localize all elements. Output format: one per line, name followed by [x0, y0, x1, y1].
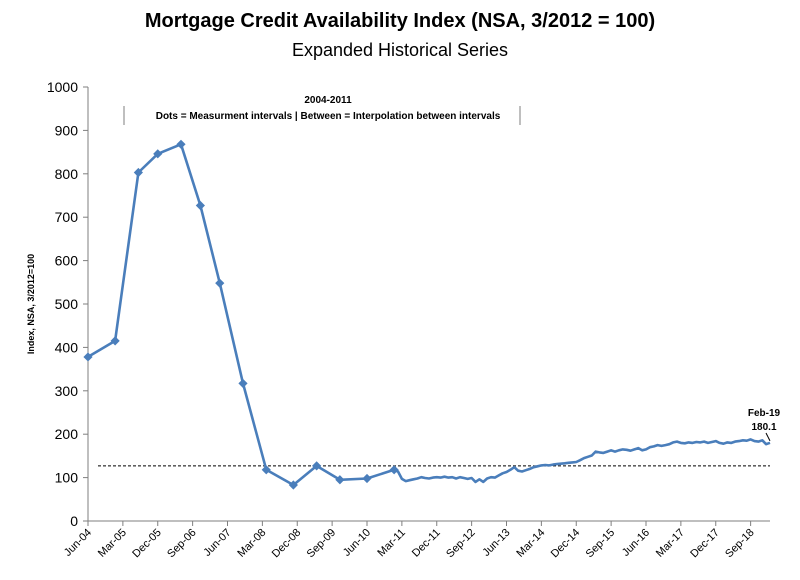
- x-tick-label: Sep-15: [584, 527, 618, 561]
- x-tick-label: Mar-14: [514, 527, 547, 560]
- measurement-point: [195, 200, 205, 211]
- x-tick-label: Mar-17: [654, 527, 687, 560]
- x-tick-label: Dec-11: [410, 527, 443, 560]
- annotation-period: 2004-2011: [304, 95, 352, 106]
- chart-subtitle: Expanded Historical Series: [291, 40, 509, 60]
- measurement-point: [238, 378, 248, 389]
- y-tick-label: 200: [55, 426, 79, 442]
- y-tick-label: 500: [55, 296, 79, 312]
- y-tick-label: 700: [55, 209, 79, 225]
- measurement-point: [176, 139, 186, 149]
- y-tick-label: 600: [55, 253, 79, 269]
- last-value-number: 180.1: [751, 422, 776, 433]
- x-tick-label: Jun-10: [341, 527, 373, 559]
- measurement-point: [389, 465, 399, 475]
- y-axis-ticks: 0 100 200 300 400 500 600 700 800 900 1000: [47, 79, 88, 529]
- measurement-point: [110, 336, 120, 346]
- x-tick-label: Mar-11: [375, 527, 408, 560]
- chart-title: Mortgage Credit Availability Index (NSA,…: [144, 10, 656, 32]
- y-tick-label: 100: [55, 470, 79, 486]
- x-tick-label: Jun-07: [201, 527, 233, 559]
- x-tick-label: Jun-13: [480, 527, 512, 559]
- measurement-point: [153, 149, 163, 159]
- x-tick-label: Mar-05: [96, 527, 129, 560]
- last-value-label: Feb-19 180.1: [748, 408, 781, 442]
- y-tick-label: 400: [55, 339, 79, 355]
- measurement-point: [362, 473, 372, 484]
- x-tick-label: Sep-09: [305, 527, 339, 561]
- x-tick-label: Sep-12: [444, 527, 478, 561]
- last-value-leader: [765, 432, 771, 442]
- x-tick-label: Dec-14: [549, 527, 583, 561]
- x-tick-label: Dec-17: [688, 527, 722, 561]
- measurement-point: [215, 278, 225, 288]
- x-tick-label: Jun-04: [62, 527, 94, 559]
- x-tick-label: Dec-05: [130, 527, 164, 561]
- y-axis-label: Index, NSA, 3/2012=100: [26, 254, 36, 354]
- measurement-point: [83, 352, 93, 362]
- annotation-text: Dots = Measurment intervals | Between = …: [156, 111, 501, 122]
- y-tick-label: 300: [55, 383, 79, 399]
- y-tick-label: 800: [55, 166, 79, 182]
- x-tick-label: Mar-08: [235, 527, 268, 560]
- x-tick-label: Jun-16: [620, 527, 652, 559]
- x-tick-label: Sep-18: [723, 527, 757, 561]
- last-value-date: Feb-19: [748, 408, 781, 419]
- y-tick-label: 0: [70, 513, 78, 529]
- measurement-point: [312, 461, 322, 471]
- x-axis-ticks: Jun-04 Mar-05 Dec-05 Sep-06 Jun-07 Mar-08 Dec-…: [62, 521, 757, 560]
- measurement-point: [335, 475, 345, 485]
- measurement-annotation: 2004-2011 Dots = Measurment intervals | …: [123, 95, 521, 125]
- measurement-point: [288, 480, 298, 490]
- x-tick-label: Sep-06: [165, 527, 199, 561]
- series-path: [87, 143, 771, 487]
- y-tick-label: 1000: [47, 79, 78, 95]
- x-tick-label: Dec-08: [270, 527, 304, 561]
- measurement-markers: [83, 139, 399, 490]
- measurement-point: [133, 167, 143, 178]
- series-line: [87, 143, 771, 487]
- y-tick-label: 900: [55, 122, 79, 138]
- measurement-point: [261, 465, 271, 475]
